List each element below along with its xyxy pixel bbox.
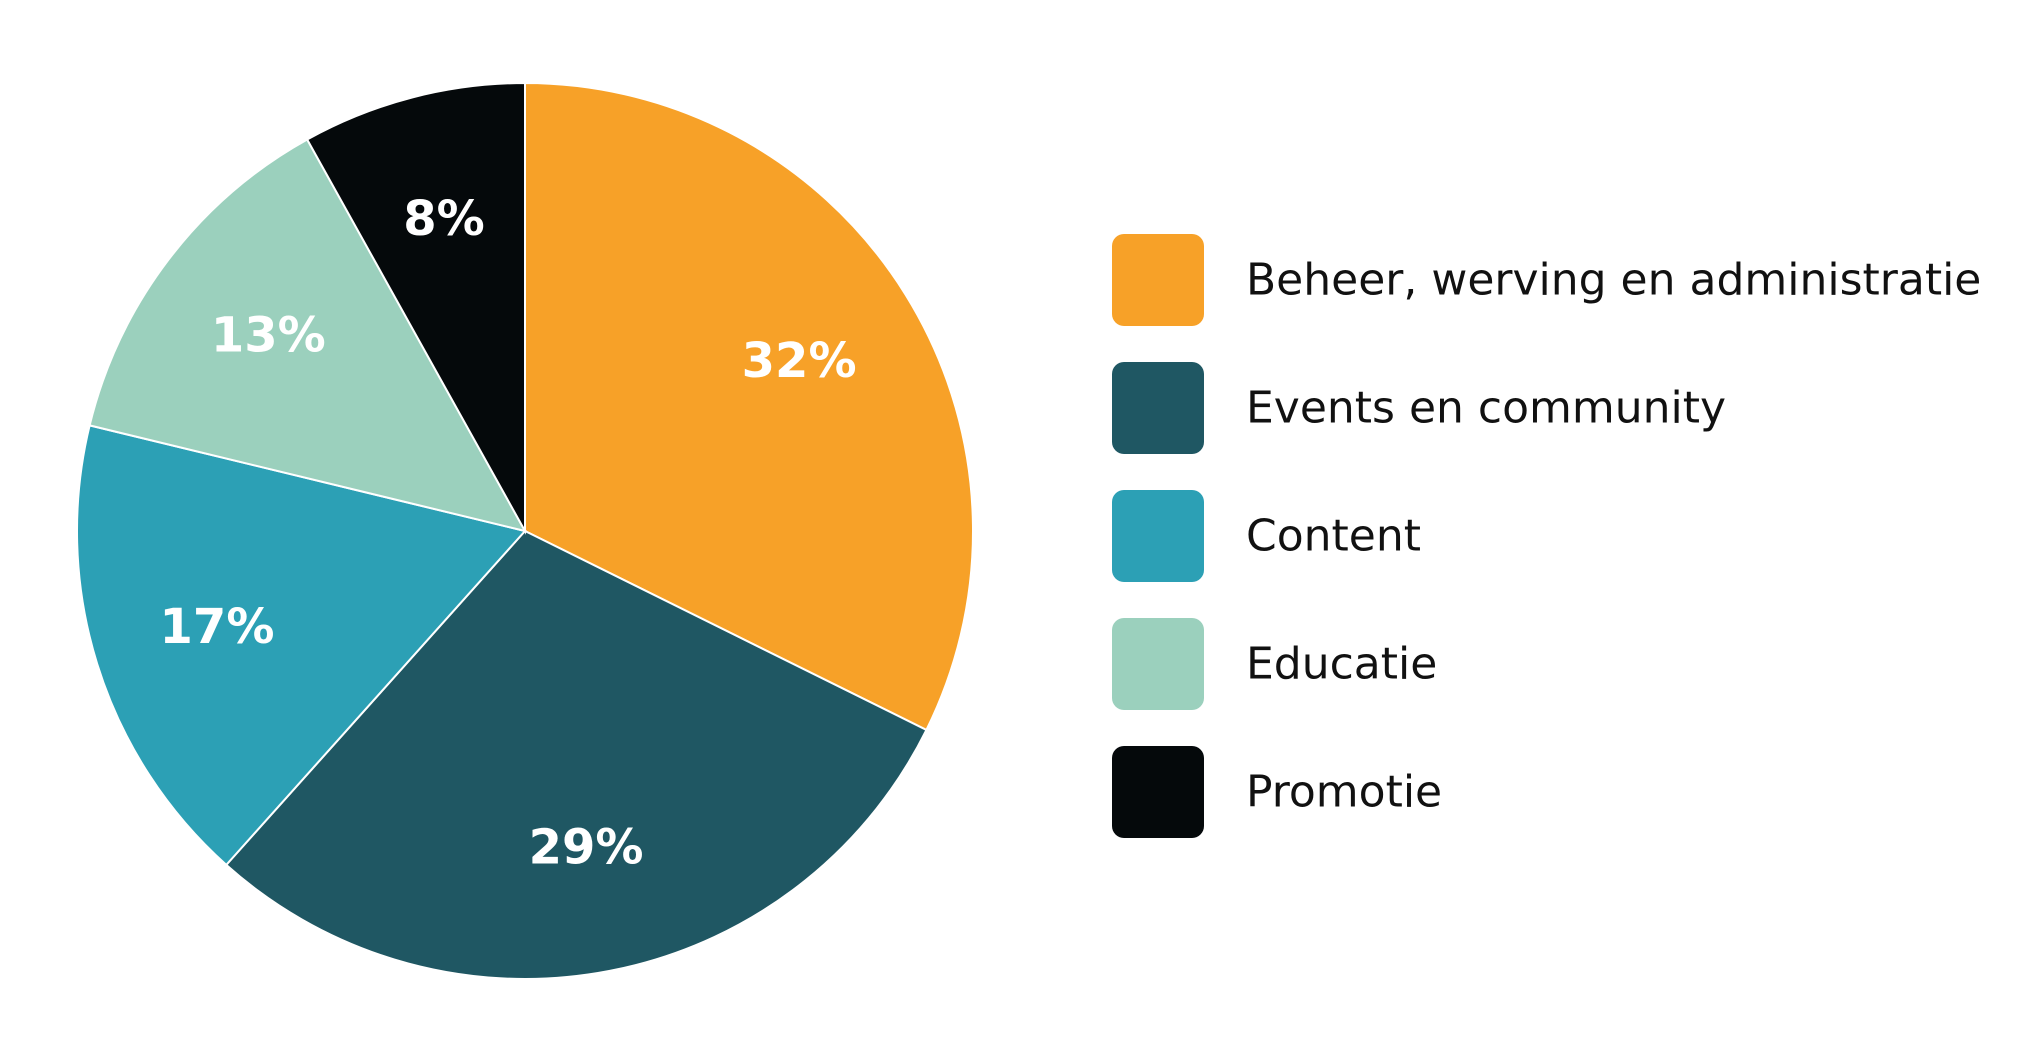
legend-label-promotie: Promotie bbox=[1246, 767, 1442, 818]
pie-slice-value-label: 32% bbox=[742, 333, 857, 389]
pie-slice-value-label: 29% bbox=[529, 820, 644, 876]
pie-slice-educatie bbox=[88, 138, 527, 533]
pie-slices bbox=[76, 81, 974, 980]
legend-swatch-events-en-community bbox=[1112, 362, 1204, 454]
legend-swatch-content bbox=[1112, 490, 1204, 582]
legend-label-educatie: Educatie bbox=[1246, 639, 1437, 690]
pie-slice-value-label: 8% bbox=[403, 191, 485, 247]
pie-slice-beheer-werving-en-administratie bbox=[524, 81, 974, 732]
pie-slice-labels: 32% 29% 17% 13% 8% bbox=[160, 191, 857, 876]
legend-label-events-en-community: Events en community bbox=[1246, 383, 1726, 434]
legend-swatch-beheer-werving-en-administratie bbox=[1112, 234, 1204, 326]
pie-slice-promotie bbox=[305, 81, 526, 535]
legend-swatch-promotie bbox=[1112, 746, 1204, 838]
pie-slice-value-label: 13% bbox=[211, 308, 326, 364]
legend-label-beheer-werving-en-administratie: Beheer, werving en administratie bbox=[1246, 255, 1981, 306]
legend: Beheer, werving en administratie Events e… bbox=[1112, 234, 1981, 838]
legend-swatch-educatie bbox=[1112, 618, 1204, 710]
pie-slice-value-label: 17% bbox=[160, 599, 275, 655]
pie-slice-events-en-community bbox=[224, 529, 928, 980]
legend-label-content: Content bbox=[1246, 511, 1421, 562]
pie-slice-content bbox=[76, 424, 527, 867]
